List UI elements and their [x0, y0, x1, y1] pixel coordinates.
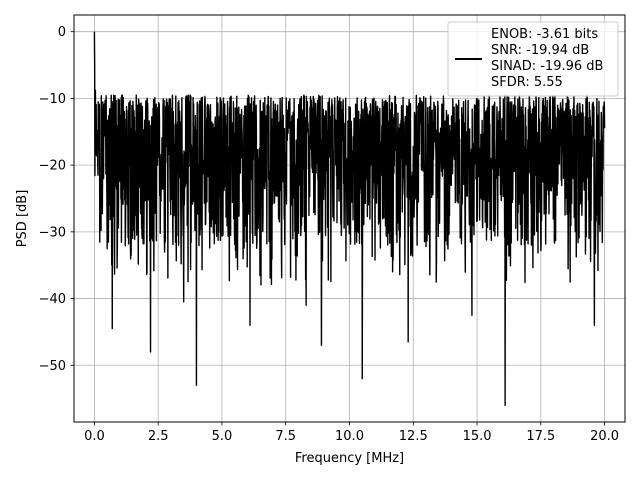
- legend-entry-snr: SNR: -19.94 dB: [491, 43, 589, 58]
- x-tick-label: 7.5: [275, 429, 296, 444]
- legend-entry-enob: ENOB: -3.61 bits: [491, 27, 598, 42]
- x-tick-label: 15.0: [463, 429, 492, 444]
- y-tick-label: −20: [39, 159, 66, 174]
- y-axis-label: PSD [dB]: [15, 190, 30, 248]
- y-tick-label: −30: [39, 225, 66, 240]
- legend-entry-sinad: SINAD: -19.96 dB: [491, 59, 603, 74]
- x-axis-ticks: 0.0 2.5 5.0 7.5 10.0 12.5 15.0 17.5 20.0: [84, 422, 619, 444]
- x-tick-label: 2.5: [148, 429, 169, 444]
- x-axis-label: Frequency [MHz]: [295, 451, 404, 466]
- legend-entry-sfdr: SFDR: 5.55: [491, 75, 563, 90]
- x-tick-label: 0.0: [84, 429, 105, 444]
- y-tick-label: 0: [58, 25, 66, 40]
- x-tick-label: 17.5: [526, 429, 555, 444]
- y-tick-label: −50: [39, 359, 66, 374]
- y-tick-label: −10: [39, 92, 66, 107]
- y-axis-ticks: 0 −10 −20 −30 −40 −50: [39, 25, 74, 374]
- legend: ENOB: -3.61 bits SNR: -19.94 dB SINAD: -…: [447, 21, 619, 97]
- y-tick-label: −40: [39, 292, 66, 307]
- psd-trace: [93, 31, 606, 407]
- legend-box: [447, 21, 619, 97]
- x-tick-label: 10.0: [335, 429, 364, 444]
- x-tick-label: 12.5: [399, 429, 428, 444]
- psd-series-line: [93, 31, 606, 407]
- x-tick-label: 20.0: [590, 429, 619, 444]
- x-tick-label: 5.0: [212, 429, 233, 444]
